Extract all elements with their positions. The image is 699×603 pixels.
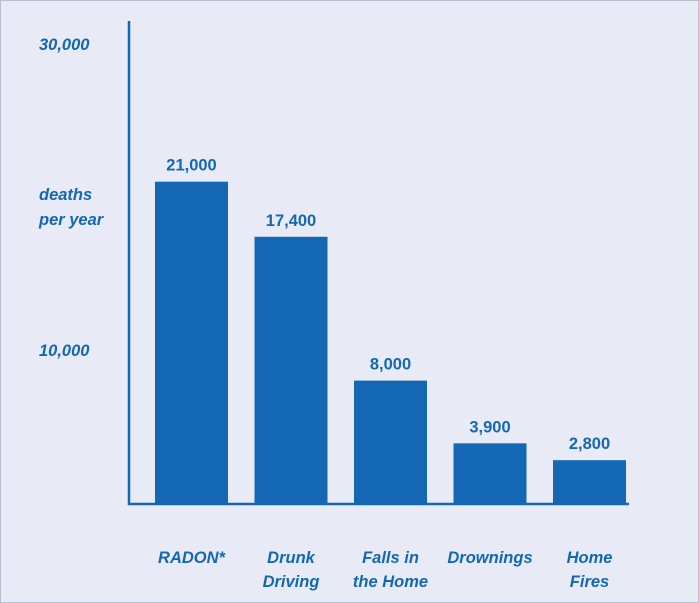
data-label: 17,400 — [266, 212, 316, 230]
x-tick-label-line: RADON* — [158, 549, 226, 567]
data-labels: 21,000 17,400 8,000 3,900 2,800 — [166, 157, 610, 453]
bar — [453, 443, 527, 503]
x-tick-label-line: Home — [567, 549, 613, 567]
y-tick-label: 30,000 — [39, 36, 90, 54]
y-axis-label-line: per year — [38, 211, 105, 229]
y-axis-label-line: deaths — [39, 186, 92, 204]
bar — [155, 181, 228, 503]
x-tick-label-line: Driving — [263, 573, 320, 591]
data-label: 2,800 — [569, 435, 610, 453]
x-tick-label: Home Fires — [567, 549, 613, 591]
x-tick-label: RADON* — [158, 549, 226, 567]
x-tick-label: Falls in the Home — [353, 549, 428, 591]
x-tick-label-line: the Home — [353, 573, 428, 591]
x-tick-label-line: Fires — [570, 573, 609, 591]
data-label: 8,000 — [370, 356, 411, 374]
x-tick-label-line: Drunk — [267, 549, 315, 567]
x-tick-label: Drownings — [447, 549, 532, 567]
data-label: 3,900 — [469, 418, 510, 436]
bar — [553, 460, 626, 503]
x-tick-labels: RADON* Drunk Driving Falls in the Home Drowni… — [158, 549, 612, 591]
bar — [354, 380, 427, 503]
bar — [254, 236, 328, 503]
x-tick-label-line: Drownings — [447, 549, 532, 567]
x-tick-label: Drunk Driving — [263, 549, 320, 591]
y-tick-labels: 30,000 10,000 — [39, 36, 90, 360]
y-tick-label: 10,000 — [39, 342, 90, 360]
data-label: 21,000 — [166, 157, 216, 175]
x-tick-label-line: Falls in — [362, 549, 419, 567]
y-axis-label: deaths per year — [38, 186, 105, 229]
bars-layer — [155, 181, 626, 503]
